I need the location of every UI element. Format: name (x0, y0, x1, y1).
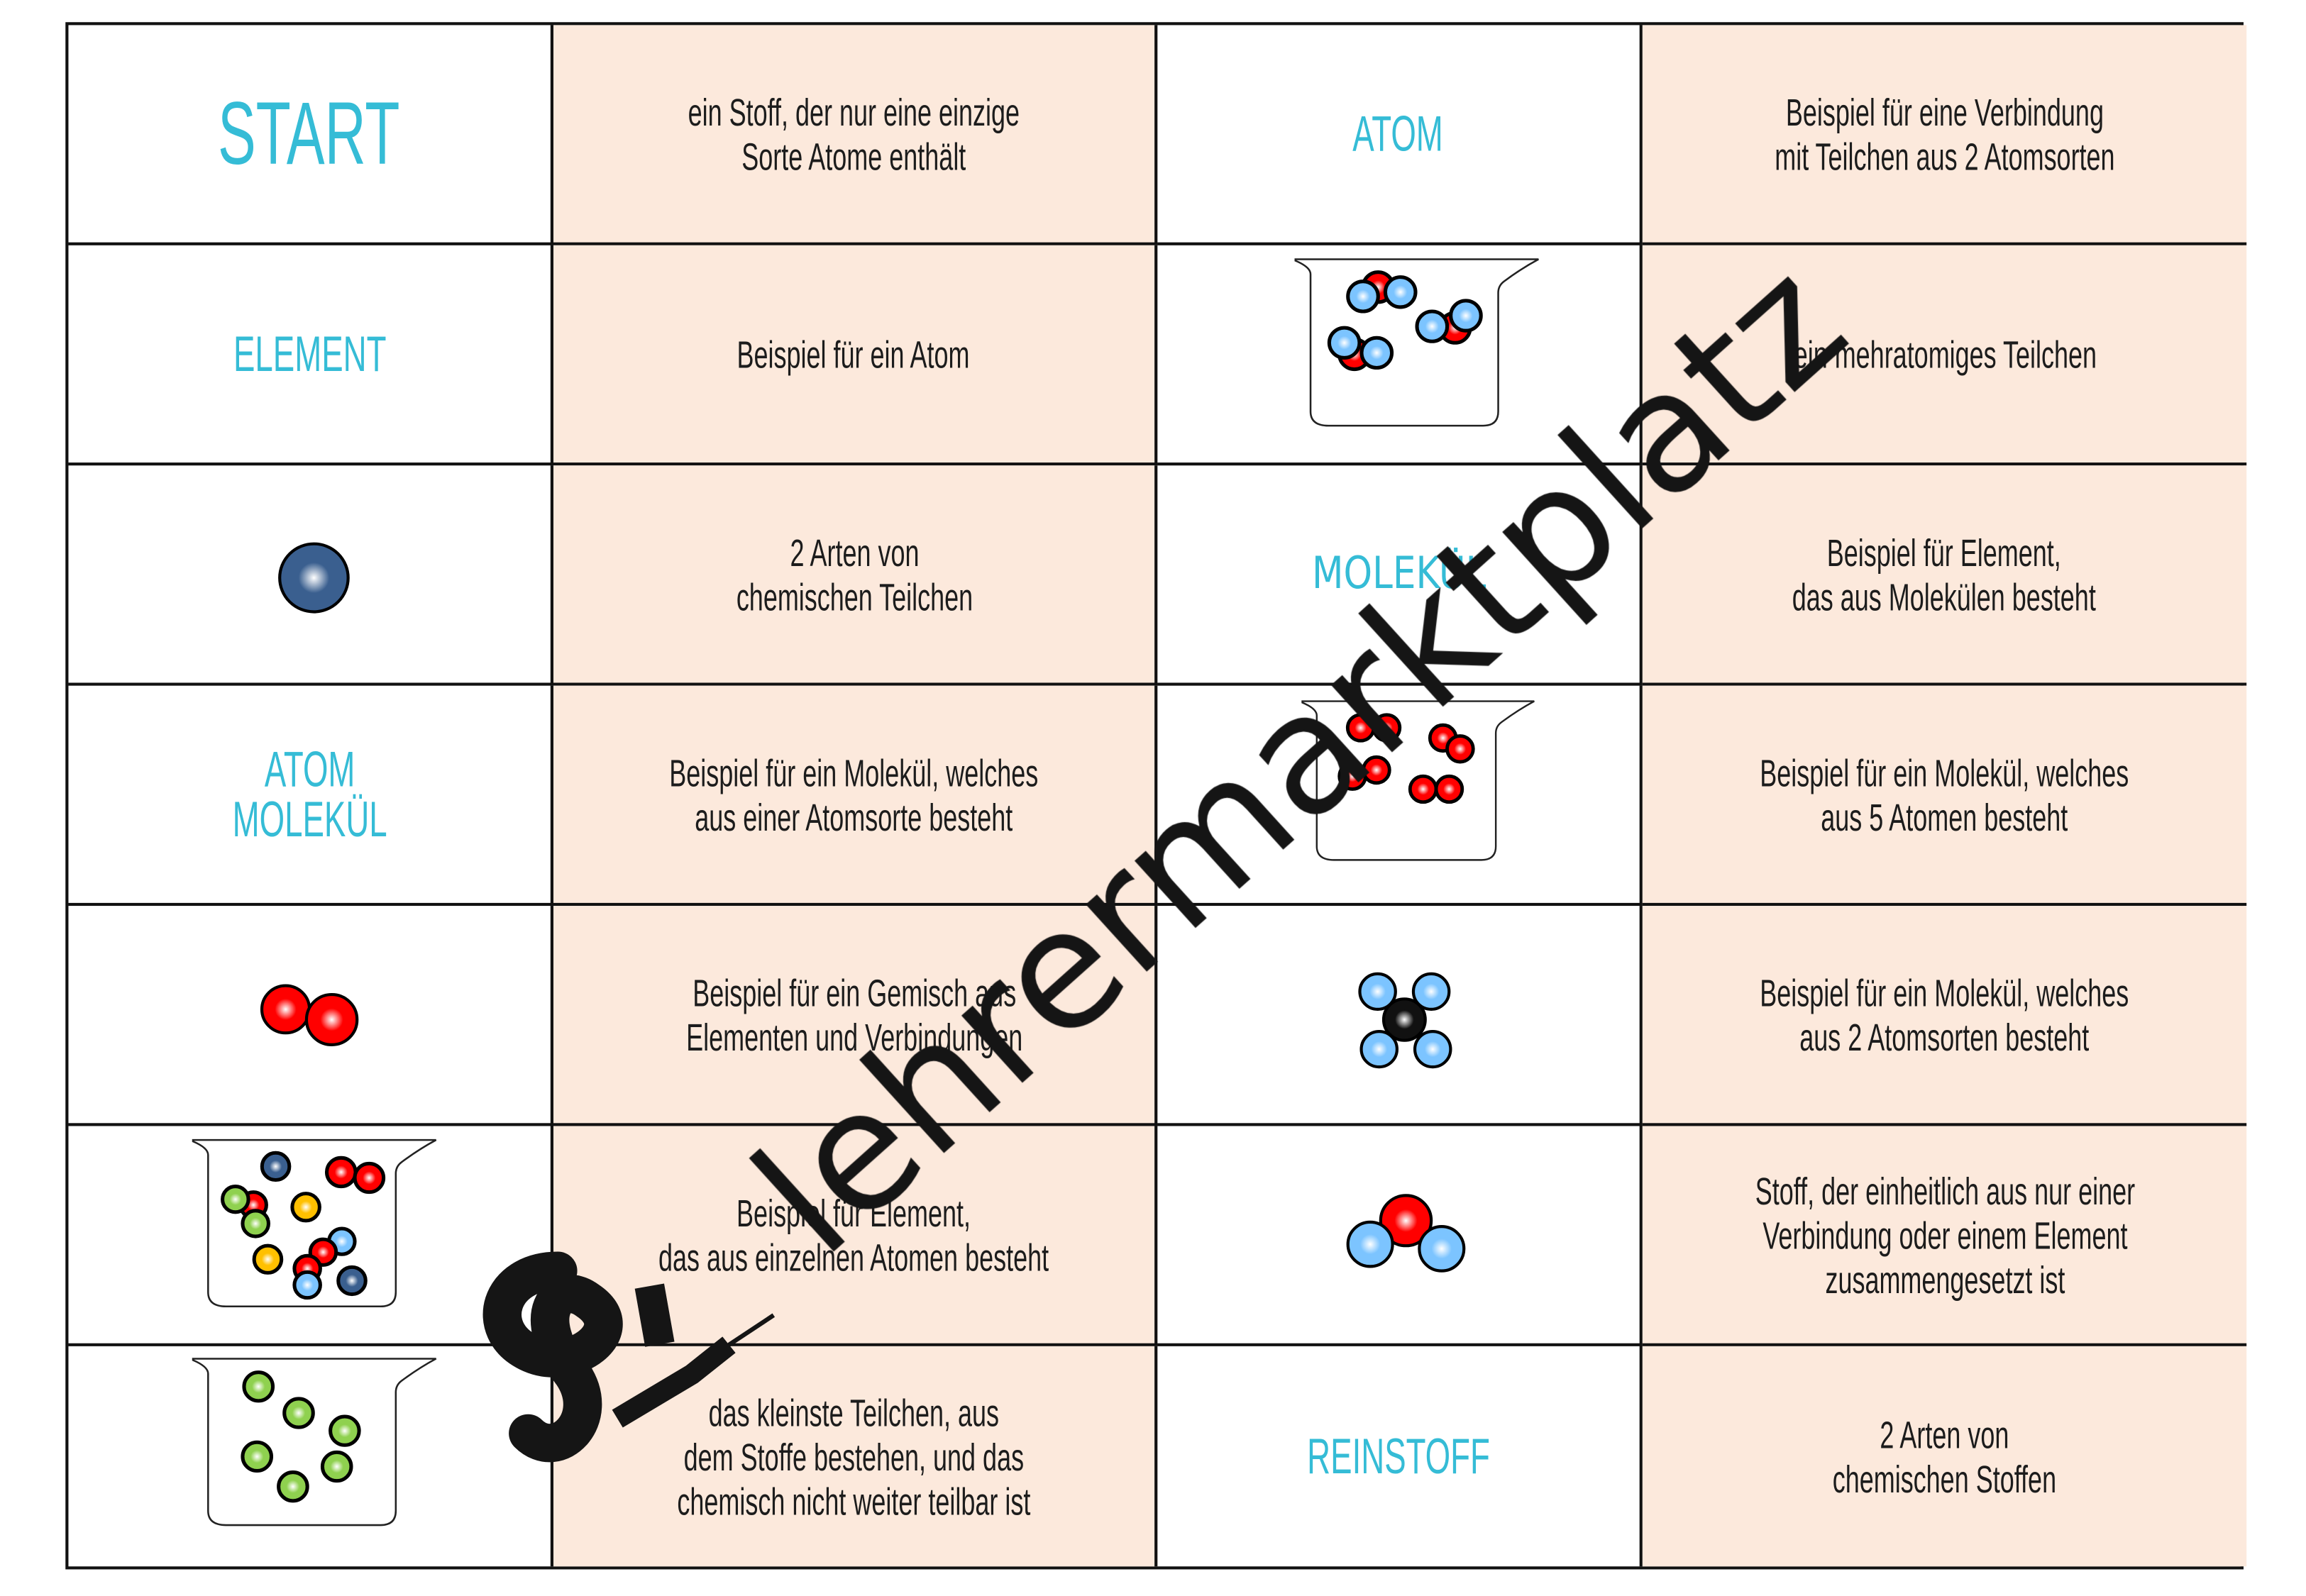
cell-term: REINSTOFF (1157, 1346, 1643, 1567)
cell-definition: Beispiel für Element, das aus Molekülen … (1642, 465, 2247, 686)
cell-illustration (1157, 906, 1643, 1126)
atom-red (1362, 755, 1391, 785)
definition-text: Beispiel für ein Molekül, welches aus 2 … (1760, 970, 2129, 1059)
beaker-single-atoms-icon (192, 1358, 437, 1526)
definition-text: Beispiel für Element, das aus Molekülen … (1792, 529, 2097, 619)
atom-green (241, 1440, 274, 1473)
term-label: ELEMENT (233, 326, 386, 382)
beaker-mixture-icon (192, 1138, 437, 1308)
atom-red (1445, 734, 1475, 764)
atom-lightblue (1415, 309, 1450, 343)
cell-term: MOLEKÜL (1157, 465, 1643, 686)
cell-illustration (68, 906, 554, 1126)
cell-term: ATOM (1157, 25, 1643, 245)
cell-term: ELEMENT (68, 245, 554, 466)
atom-red (1434, 774, 1464, 804)
cell-definition: Beispiel für ein Molekül, welches aus 5 … (1642, 685, 2247, 907)
atom-lightblue (1346, 279, 1380, 314)
atom-lightblue (292, 1270, 322, 1300)
cell-illustration (1157, 1126, 1643, 1346)
definition-text: ein Stoff, der nur eine einzige Sorte At… (688, 89, 1020, 179)
atom-lightblue (1449, 299, 1483, 333)
cell-definition: ein Stoff, der nur eine einzige Sorte At… (553, 25, 1158, 245)
atom-navy (260, 1151, 292, 1182)
cell-definition: Beispiel für eine Verbindung mit Teilche… (1642, 25, 2247, 245)
atom-lightblue (1346, 1220, 1394, 1268)
atom-green (282, 1397, 315, 1429)
definition-text: Beispiel für Element, das aus einzelnen … (658, 1190, 1049, 1280)
cell-definition: Beispiel für ein Gemisch aus Elementen u… (553, 906, 1158, 1126)
oxygen-molecule-icon (260, 984, 359, 1046)
definition-text: Beispiel für ein Atom (737, 331, 971, 377)
cell-definition: Beispiel für ein Atom (553, 245, 1158, 466)
atom-red (353, 1161, 386, 1195)
definition-text: 2 Arten von chemischen Stoffen (1832, 1412, 2057, 1501)
definition-text: Beispiel für ein Gemisch aus Elementen u… (685, 970, 1022, 1059)
atom-lightblue (1418, 1225, 1466, 1273)
atom-lightblue (1359, 336, 1394, 370)
methane-molecule-icon (1358, 972, 1452, 1069)
beaker-water-molecules-icon (1294, 258, 1539, 427)
atom-navy (336, 1265, 368, 1297)
definition-text: Beispiel für ein Molekül, welches aus 5 … (1760, 750, 2129, 839)
term-label: MOLEKÜL (1311, 547, 1486, 599)
start-label: START (218, 83, 401, 183)
definition-text: Beispiel für eine Verbindung mit Teilche… (1774, 89, 2115, 179)
atom-green (241, 1209, 270, 1238)
cell-definition: Beispiel für ein Molekül, welches aus 2 … (1642, 906, 2247, 1126)
definition-text: Beispiel für ein Molekül, welches aus ei… (669, 750, 1039, 839)
cell-term: ATOM MOLEKÜL (68, 685, 554, 907)
cell-illustration (1157, 685, 1643, 907)
atom-lightblue (1327, 326, 1362, 360)
atom-red (1345, 713, 1376, 743)
atom-green (329, 1414, 361, 1447)
cell-definition: Beispiel für ein Molekül, welches aus ei… (553, 685, 1158, 907)
cell-definition: 2 Arten von chemischen Stoffen (1642, 1346, 2247, 1567)
term-label: ATOM (1353, 105, 1444, 162)
atom-green (320, 1450, 353, 1483)
definition-text: das kleinste Teilchen, aus dem Stoffe be… (677, 1390, 1031, 1523)
atom-red (260, 984, 311, 1035)
atom-red (304, 992, 359, 1046)
atom-green (277, 1470, 309, 1503)
atom-red (1408, 774, 1438, 804)
cell-illustration (1157, 245, 1643, 466)
atom-red (1372, 713, 1402, 743)
cell-illustration (68, 1126, 554, 1346)
beaker-icon (192, 1358, 437, 1526)
single-atom-icon (278, 542, 350, 614)
cell-start: START (68, 25, 554, 245)
cell-illustration (68, 1346, 554, 1567)
atom-lightblue (1383, 275, 1418, 309)
atom-yellow (290, 1192, 321, 1223)
atom-yellow (252, 1243, 284, 1275)
cell-illustration (68, 465, 554, 686)
cell-definition: 2 Arten von chemischen Teilchen (553, 465, 1158, 686)
atom-lightblue (1413, 1030, 1452, 1069)
atom-red (1337, 761, 1367, 791)
definition-text: Stoff, der einheitlich aus nur einer Ver… (1754, 1168, 2135, 1302)
water-molecule-icon (1346, 1194, 1466, 1273)
definition-text: ein mehratomiges Teilchen (1792, 331, 2097, 377)
atom-green (221, 1185, 250, 1214)
atom-green (242, 1370, 275, 1403)
atom-navy (278, 542, 350, 614)
beaker-oxygen-molecules-icon (1301, 700, 1535, 861)
cell-definition: Beispiel für Element, das aus einzelnen … (553, 1126, 1158, 1346)
cell-definition: das kleinste Teilchen, aus dem Stoffe be… (553, 1346, 1158, 1567)
atom-lightblue (1359, 1030, 1399, 1069)
definition-text: 2 Arten von chemischen Teilchen (735, 529, 973, 619)
term-label: REINSTOFF (1307, 1428, 1490, 1485)
cell-definition: ein mehratomiges Teilchen (1642, 245, 2247, 466)
term-label: ATOM MOLEKÜL (232, 741, 387, 848)
atom-red (324, 1156, 358, 1189)
cell-definition: Stoff, der einheitlich aus nur einer Ver… (1642, 1126, 2247, 1346)
domino-table: START ein Stoff, der nur eine einzige So… (65, 22, 2247, 1570)
